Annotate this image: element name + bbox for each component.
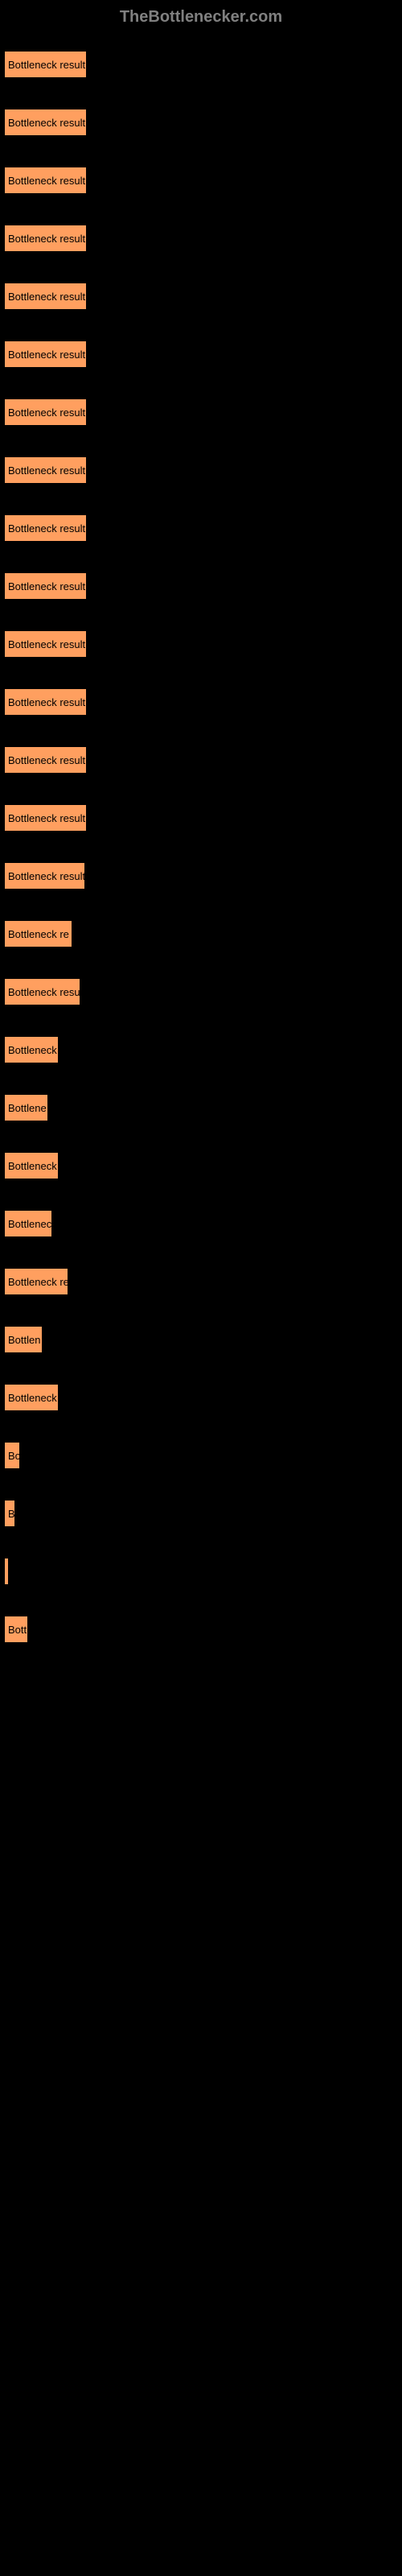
bar-label: Bottleneck resu: [8, 986, 80, 998]
bar-row: Bott: [4, 1616, 402, 1643]
bar-label: B: [8, 1508, 15, 1520]
chart-bar: Bottlene: [4, 1094, 48, 1121]
chart-bar: Bo: [4, 1442, 20, 1469]
bar-row: Bo: [4, 1442, 402, 1469]
chart-bar: Bottleneck result: [4, 109, 87, 136]
chart-bar: [4, 1558, 9, 1585]
chart-bar: Bott: [4, 1616, 28, 1643]
chart-bar: Bottleneck result: [4, 51, 87, 78]
bar-label: Bottlenec: [8, 1218, 51, 1230]
bar-label: Bottleneck result: [8, 117, 85, 129]
bar-label: Bottleneck result: [8, 812, 85, 824]
bar-label: Bo: [8, 1450, 20, 1462]
bar-label: Bottleneck: [8, 1392, 57, 1404]
bar-label: Bottleneck result: [8, 638, 85, 650]
bar-row: Bottlen: [4, 1326, 402, 1353]
bar-label: Bottleneck re: [8, 928, 69, 940]
chart-bar: Bottleneck result: [4, 862, 85, 890]
bar-row: Bottleneck: [4, 1152, 402, 1179]
bar-row: B: [4, 1500, 402, 1527]
bar-row: Bottleneck result: [4, 283, 402, 310]
chart-bar: Bottleneck result: [4, 630, 87, 658]
bar-label: Bottleneck result: [8, 349, 85, 361]
bar-row: Bottleneck result: [4, 109, 402, 136]
bar-row: Bottleneck result: [4, 862, 402, 890]
bar-label: Bottleneck result: [8, 464, 85, 477]
chart-bar: Bottleneck: [4, 1152, 59, 1179]
bar-label: Bottleneck result: [8, 580, 85, 592]
bar-row: Bottlene: [4, 1094, 402, 1121]
bar-row: Bottleneck result: [4, 456, 402, 484]
bar-row: Bottleneck: [4, 1036, 402, 1063]
chart-bar: Bottlenec: [4, 1210, 52, 1237]
bar-row: Bottleneck result: [4, 804, 402, 832]
bar-label: Bottleneck result: [8, 696, 85, 708]
bar-row: Bottleneck result: [4, 688, 402, 716]
bar-chart: Bottleneck result Bottleneck result Bottle…: [0, 51, 402, 1643]
chart-bar: Bottleneck result: [4, 804, 87, 832]
chart-bar: Bottleneck result: [4, 514, 87, 542]
bar-row: Bottleneck result: [4, 51, 402, 78]
bar-label: Bott: [8, 1624, 27, 1636]
chart-bar: Bottleneck result: [4, 167, 87, 194]
bar-label: Bottleneck result: [8, 233, 85, 245]
chart-bar: Bottleneck: [4, 1036, 59, 1063]
bar-row: Bottleneck result: [4, 341, 402, 368]
bar-label: Bottleneck result: [8, 522, 85, 535]
bar-label: Bottleneck result: [8, 175, 85, 187]
bar-row: Bottleneck re: [4, 1268, 402, 1295]
chart-bar: Bottleneck result: [4, 398, 87, 426]
chart-bar: Bottleneck re: [4, 1268, 68, 1295]
page-header: TheBottlenecker.com: [0, 8, 402, 27]
bar-row: Bottleneck result: [4, 225, 402, 252]
bar-label: Bottleneck: [8, 1044, 57, 1056]
bar-row: Bottleneck result: [4, 746, 402, 774]
chart-bar: Bottleneck resu: [4, 978, 80, 1005]
chart-bar: Bottleneck re: [4, 920, 72, 947]
bar-label: Bottleneck result: [8, 754, 85, 766]
chart-bar: Bottleneck result: [4, 456, 87, 484]
chart-bar: Bottleneck result: [4, 341, 87, 368]
chart-bar: Bottleneck: [4, 1384, 59, 1411]
chart-bar: B: [4, 1500, 15, 1527]
bar-row: Bottleneck result: [4, 167, 402, 194]
bar-label: Bottleneck result: [8, 870, 85, 882]
bar-row: Bottleneck result: [4, 572, 402, 600]
bar-row: Bottleneck result: [4, 630, 402, 658]
bar-row: Bottleneck result: [4, 514, 402, 542]
bar-label: Bottleneck result: [8, 407, 85, 419]
bar-row: Bottleneck result: [4, 398, 402, 426]
bar-row: Bottleneck resu: [4, 978, 402, 1005]
bar-label: Bottleneck: [8, 1160, 57, 1172]
bar-label: Bottleneck result: [8, 59, 85, 71]
chart-bar: Bottleneck result: [4, 225, 87, 252]
bar-label: Bottlen: [8, 1334, 40, 1346]
chart-bar: Bottleneck result: [4, 688, 87, 716]
chart-bar: Bottleneck result: [4, 283, 87, 310]
bar-row: Bottleneck re: [4, 920, 402, 947]
bar-row: Bottlenec: [4, 1210, 402, 1237]
chart-bar: Bottleneck result: [4, 746, 87, 774]
chart-bar: Bottleneck result: [4, 572, 87, 600]
bar-row: Bottleneck: [4, 1384, 402, 1411]
chart-bar: Bottlen: [4, 1326, 43, 1353]
bar-label: Bottleneck result: [8, 291, 85, 303]
bar-row: [4, 1558, 402, 1585]
bar-label: Bottlene: [8, 1102, 47, 1114]
bar-label: Bottleneck re: [8, 1276, 68, 1288]
